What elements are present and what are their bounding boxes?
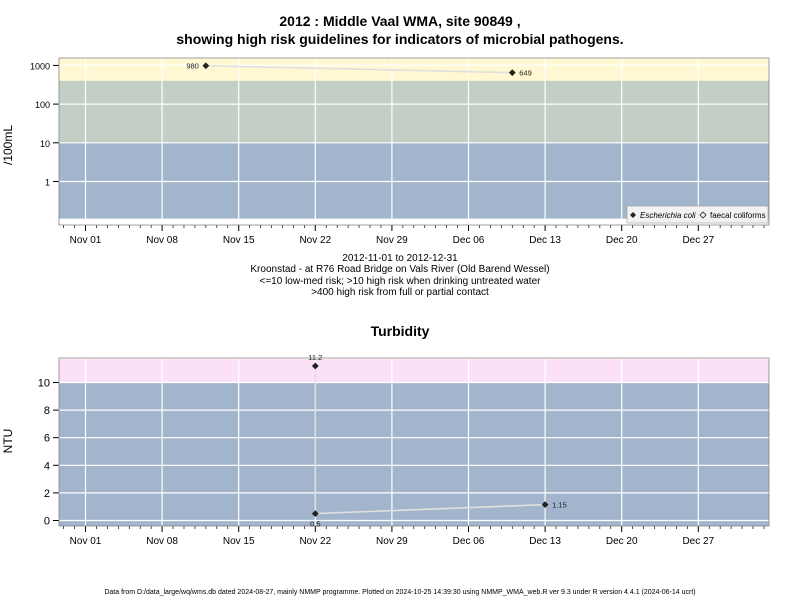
data-point xyxy=(311,510,319,517)
x-tick-label: Nov 01 xyxy=(70,235,102,246)
chart-title: 2012 : Middle Vaal WMA, site 90849 , xyxy=(279,13,521,29)
drinking-risk-text: <=10 low-med risk; >10 high risk when dr… xyxy=(259,276,541,287)
x-tick-label: Dec 06 xyxy=(453,235,485,246)
x-tick-label: Dec 06 xyxy=(453,536,485,547)
date-range-text: 2012-11-01 to 2012-12-31 xyxy=(342,253,458,264)
series-line xyxy=(205,64,513,74)
risk-band xyxy=(59,382,769,526)
data-label: 649 xyxy=(519,69,532,78)
x-tick-label: Nov 08 xyxy=(146,235,178,246)
data-label: 980 xyxy=(186,62,199,71)
legend-box xyxy=(626,205,769,224)
risk-band xyxy=(59,58,769,81)
y-tick-label: 2 xyxy=(44,488,50,500)
footer-note: Data from D:/data_large/wq/wms.db dated … xyxy=(104,589,696,596)
risk-band xyxy=(59,80,769,143)
legend-entry-faecal-coliforms: faecal coliforms xyxy=(710,211,766,220)
x-tick-label: Dec 13 xyxy=(529,235,561,246)
x-tick-label: Dec 27 xyxy=(682,235,714,246)
data-point xyxy=(541,501,549,509)
turbidity-title: Turbidity xyxy=(370,323,430,339)
data-point xyxy=(202,62,210,70)
x-tick-label: Dec 13 xyxy=(529,536,561,547)
x-tick-label: Dec 20 xyxy=(606,536,638,547)
legend-open-diamond-icon xyxy=(699,211,707,219)
x-tick-label: Nov 22 xyxy=(299,235,331,246)
x-tick-label: Nov 29 xyxy=(376,235,408,246)
y-tick-label: 1000 xyxy=(30,61,50,71)
x-tick-label: Dec 27 xyxy=(682,536,714,547)
turbidity-chart: Nov 01 Nov 08 Nov 15 Nov 22 Nov 29 Dec 06 Dec … xyxy=(38,353,770,547)
x-tick-label: Nov 08 xyxy=(146,536,178,547)
ecoli-chart: Nov 01 Nov 08 Nov 15 Nov 22 Nov 29 Dec 06 Dec … xyxy=(30,57,770,246)
y-tick-label: 8 xyxy=(44,405,50,417)
contact-risk-text: >400 high risk from full or partial cont… xyxy=(311,287,489,298)
legend: Escherichia coli faecal coliforms xyxy=(626,205,769,224)
y-tick-label: 10 xyxy=(38,378,50,390)
y-tick-label: 10 xyxy=(40,139,50,149)
data-label: 11.2 xyxy=(308,353,322,362)
y-tick-label: 0 xyxy=(44,516,50,528)
y-tick-label: 1 xyxy=(45,178,50,188)
x-tick-label: Nov 22 xyxy=(299,536,331,547)
data-point xyxy=(508,69,516,77)
y-tick-label: 4 xyxy=(44,460,50,472)
chart-subtitle: showing high risk guidelines for indicat… xyxy=(176,31,624,47)
data-label: 0.5 xyxy=(310,520,320,529)
plot-frame xyxy=(58,57,770,226)
x-tick-label: Dec 20 xyxy=(606,235,638,246)
site-description-text: Kroonstad - at R76 Road Bridge on Vals R… xyxy=(250,264,550,275)
legend-filled-diamond-icon xyxy=(630,212,636,218)
x-tick-label: Nov 29 xyxy=(376,536,408,547)
y-tick-label: 6 xyxy=(44,433,50,445)
x-tick-label: Nov 15 xyxy=(223,536,255,547)
data-label: 1.15 xyxy=(552,501,567,510)
plot-frame xyxy=(58,357,770,527)
legend-entry-escherichia-coli: Escherichia coli xyxy=(640,211,696,220)
x-tick-label: Nov 15 xyxy=(223,235,255,246)
x-tick-label: Nov 01 xyxy=(70,536,102,547)
y-tick-label: 100 xyxy=(35,100,50,110)
risk-band xyxy=(59,359,769,383)
